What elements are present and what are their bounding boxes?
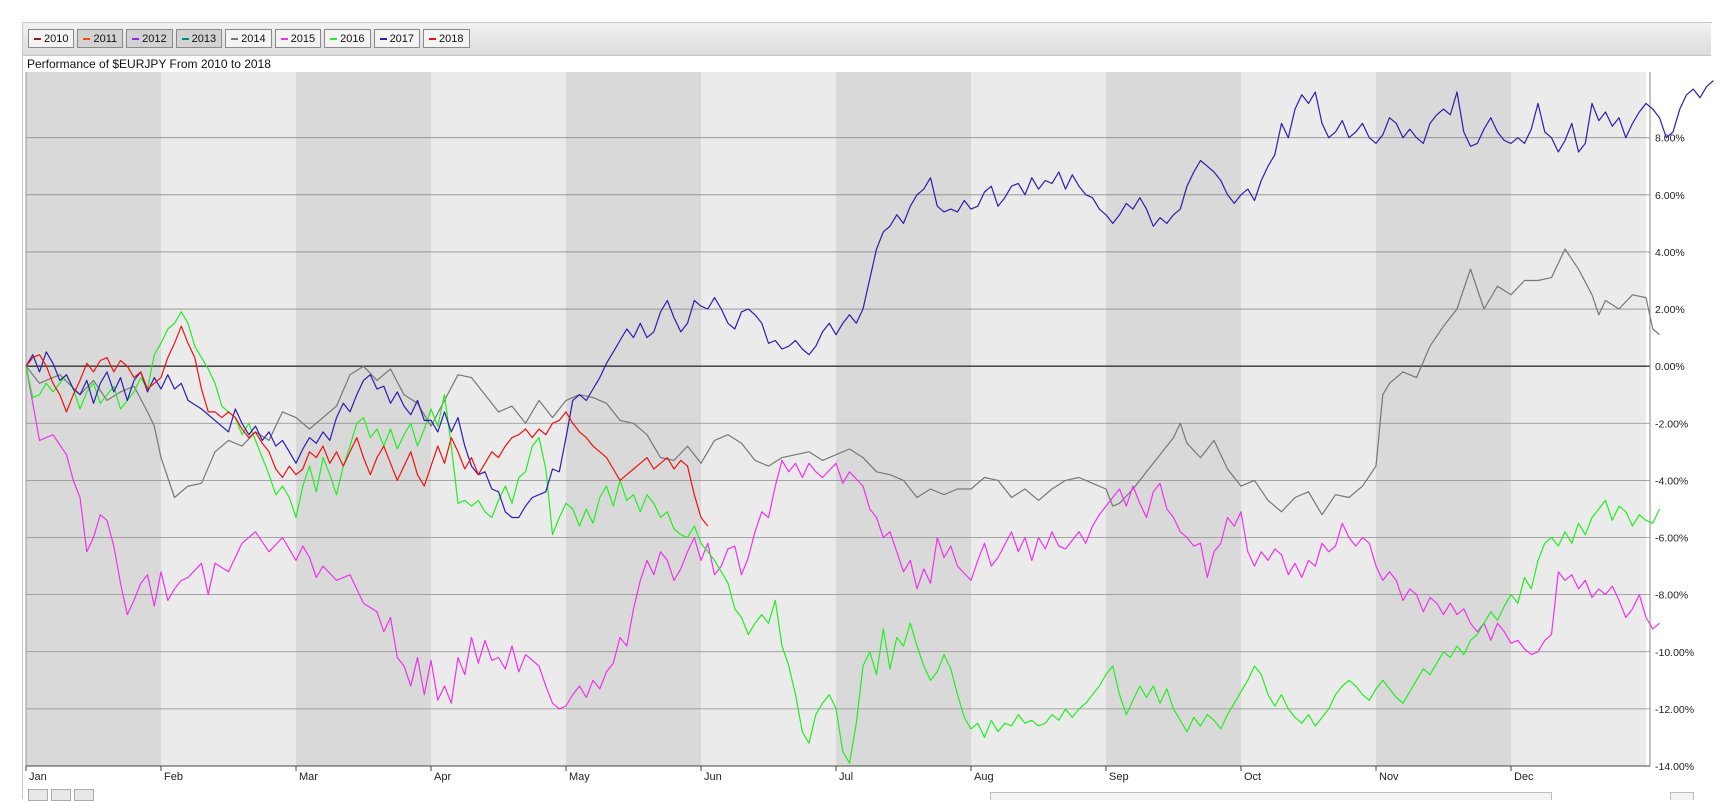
x-tick-label: Oct: [1244, 771, 1261, 783]
x-tick-label: Aug: [974, 771, 994, 783]
month-band: [836, 72, 971, 766]
month-band: [161, 72, 296, 766]
x-tick-label: Feb: [164, 771, 183, 783]
chart-frame: [22, 22, 1712, 799]
month-band: [566, 72, 701, 766]
month-band: [1511, 72, 1646, 766]
scroll-end-button[interactable]: [1670, 792, 1694, 800]
x-tick-label: Jun: [704, 771, 722, 783]
series-line-2017: [25, 80, 1714, 519]
legend-swatch: [83, 37, 91, 40]
legend-button-2017[interactable]: 2017: [373, 29, 421, 48]
legend-swatch: [280, 37, 288, 40]
x-tick-label: May: [569, 771, 590, 783]
legend-button-2015[interactable]: 2015: [274, 29, 322, 48]
legend-label: 2018: [439, 32, 464, 45]
legend-label: 2017: [389, 32, 415, 45]
month-band: [701, 72, 836, 766]
zoom-in-button[interactable]: [51, 789, 71, 801]
legend: 2010 2011 2012 2013 2014 2015 2016 2017 2018: [28, 29, 470, 48]
y-tick-label: -10.00%: [1655, 647, 1694, 659]
y-tick-label: -14.00%: [1655, 761, 1694, 773]
series-line-2015: [25, 366, 1660, 710]
reset-button[interactable]: [74, 789, 94, 801]
legend-swatch: [181, 37, 189, 40]
y-tick-label: 2.00%: [1655, 304, 1685, 316]
legend-button-2011[interactable]: 2011: [77, 29, 124, 48]
legend-swatch: [330, 37, 338, 40]
x-tick-label: Apr: [434, 771, 451, 783]
legend-label: 2014: [241, 32, 266, 45]
y-tick-label: 0.00%: [1655, 361, 1685, 373]
x-tick-label: Jan: [29, 771, 47, 783]
month-band: [1376, 72, 1511, 766]
legend-label: 2015: [290, 32, 316, 45]
y-tick-label: 4.00%: [1655, 247, 1685, 259]
y-tick-label: -2.00%: [1655, 418, 1688, 430]
series-line-2016: [25, 311, 1661, 764]
legend-swatch: [34, 37, 41, 40]
legend-swatch: [231, 37, 239, 40]
legend-label: 2011: [93, 32, 118, 45]
month-band: [26, 72, 161, 766]
legend-toolbar: 2010 2011 2012 2013 2014 2015 2016 2017 2018: [23, 23, 1711, 56]
y-tick-label: -4.00%: [1655, 475, 1688, 487]
month-band: [1241, 72, 1376, 766]
legend-label: 2010: [44, 32, 69, 45]
month-band: [1106, 72, 1241, 766]
legend-button-2014[interactable]: 2014: [225, 29, 272, 48]
series-line-2018: [25, 325, 709, 527]
legend-button-2018[interactable]: 2018: [423, 29, 470, 48]
x-tick-label: Mar: [299, 771, 318, 783]
legend-swatch: [429, 37, 437, 40]
legend-button-2012[interactable]: 2012: [126, 29, 173, 48]
y-tick-label: -8.00%: [1655, 590, 1688, 602]
series-line-2014: [25, 248, 1660, 516]
legend-button-2013[interactable]: 2013: [175, 29, 223, 48]
legend-label: 2012: [142, 32, 167, 45]
legend-label: 2016: [340, 32, 365, 45]
zoom-out-button[interactable]: [28, 789, 48, 801]
y-tick-label: 6.00%: [1655, 190, 1685, 202]
y-tick-label: 8.00%: [1655, 133, 1685, 145]
month-band: [431, 72, 566, 766]
y-tick-label: -12.00%: [1655, 704, 1694, 716]
x-tick-label: Dec: [1514, 771, 1534, 783]
legend-label: 2013: [191, 32, 217, 45]
time-scrollbar[interactable]: [990, 792, 1552, 800]
x-tick-label: Sep: [1109, 771, 1129, 783]
x-tick-label: Nov: [1379, 771, 1399, 783]
legend-swatch: [379, 37, 387, 40]
legend-button-2016[interactable]: 2016: [324, 29, 371, 48]
month-band: [971, 72, 1106, 766]
legend-button-2010[interactable]: 2010: [28, 29, 75, 48]
bottom-controls: [28, 789, 94, 801]
y-tick-label: -6.00%: [1655, 533, 1688, 545]
x-tick-label: Jul: [839, 771, 853, 783]
chart-title: Performance of $EURJPY From 2010 to 2018: [27, 57, 271, 71]
legend-swatch: [132, 37, 140, 40]
